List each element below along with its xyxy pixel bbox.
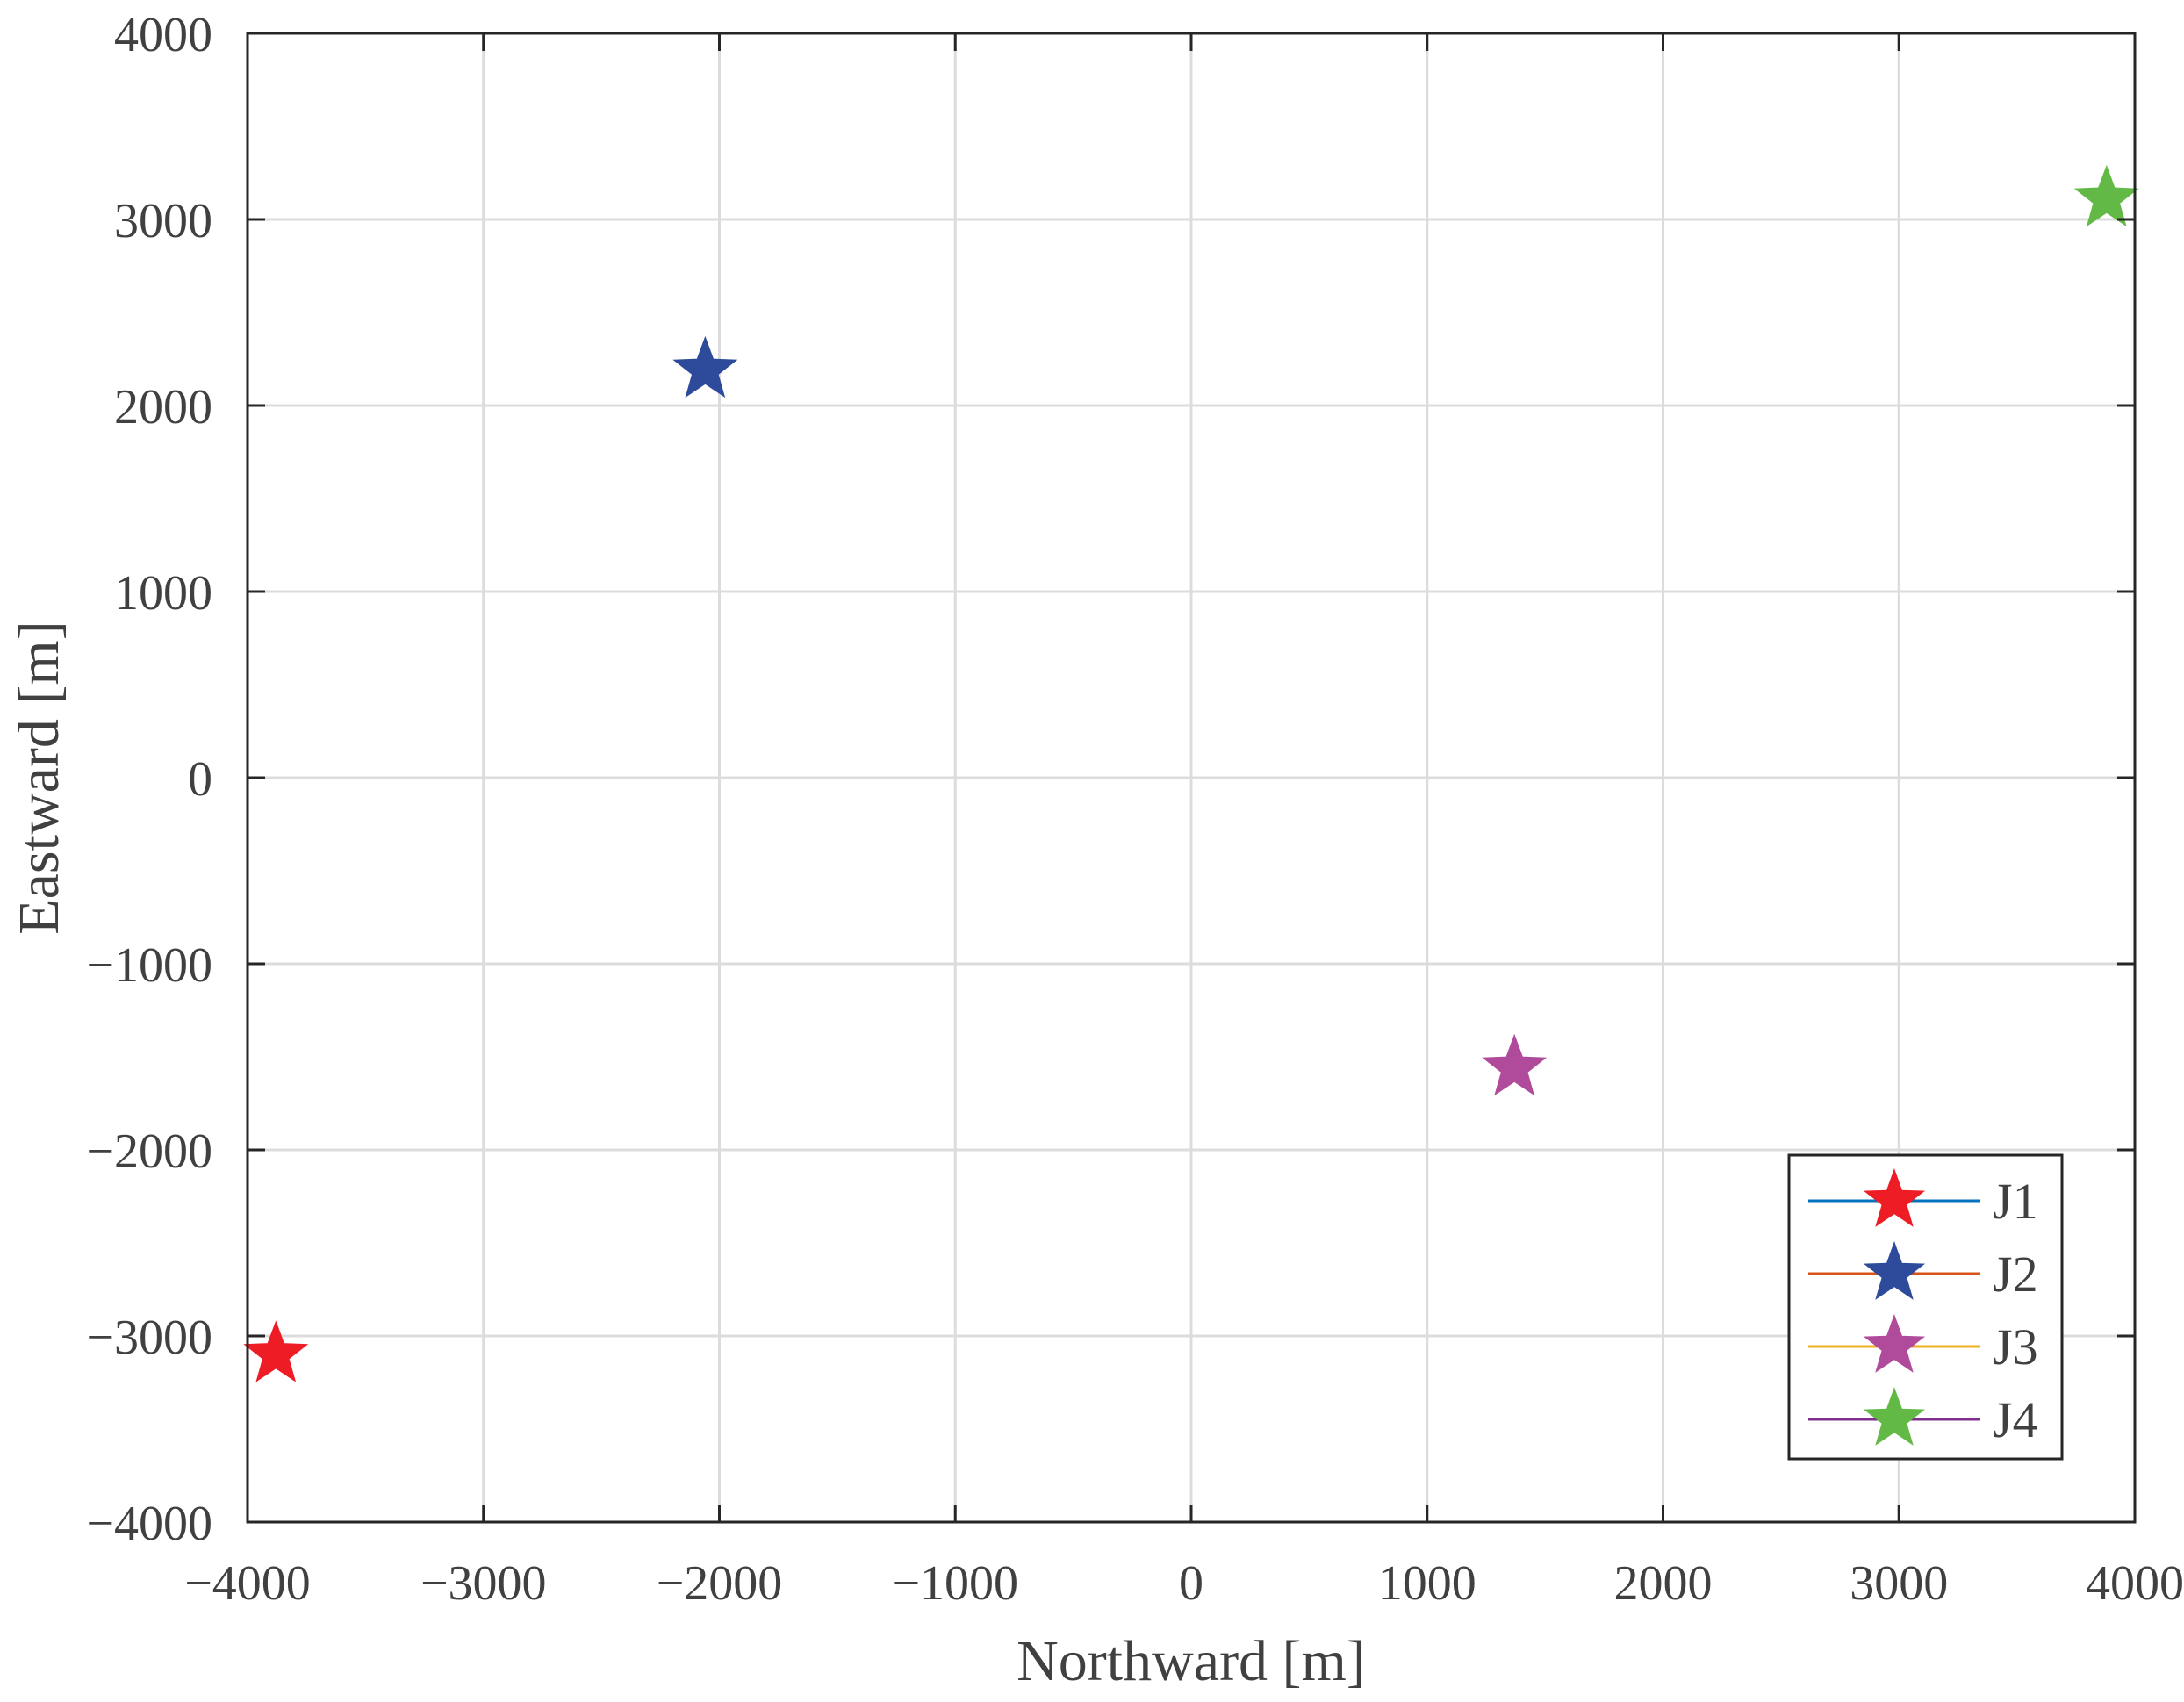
- legend-marker-j3: [1863, 1314, 1926, 1373]
- x-tick-label: −1000: [892, 1556, 1018, 1611]
- y-tick-label: 0: [188, 752, 212, 807]
- x-tick-label: −4000: [184, 1556, 311, 1611]
- y-tick-label: −2000: [86, 1124, 212, 1179]
- y-tick-label: −1000: [86, 938, 212, 993]
- x-tick-label: 2000: [1614, 1556, 1713, 1611]
- y-tick-label: 1000: [114, 566, 212, 621]
- y-tick-label: 2000: [114, 380, 212, 434]
- y-tick-label: −4000: [86, 1497, 212, 1551]
- y-axis-label: Eastward [m]: [7, 621, 71, 934]
- tick-marks: [246, 32, 2137, 1524]
- data-markers: [243, 164, 2139, 1382]
- x-tick-label: −3000: [420, 1556, 547, 1611]
- y-tick-labels: −4000 −3000 −2000 −1000 0 1000 2000 3000 4000: [86, 8, 212, 1551]
- legend-marker-j2: [1863, 1241, 1926, 1300]
- x-tick-label: 4000: [2086, 1556, 2184, 1611]
- legend-label-j4: J4: [1993, 1391, 2038, 1448]
- data-point-j3: [1482, 1033, 1548, 1096]
- legend-marker-j1: [1863, 1168, 1926, 1227]
- x-tick-labels: −4000 −3000 −2000 −1000 0 1000 2000 3000 4000: [184, 1556, 2184, 1611]
- x-tick-label: −2000: [657, 1556, 783, 1611]
- grid-lines: [248, 33, 2135, 1522]
- legend-label-j3: J3: [1993, 1318, 2038, 1375]
- legend-marker-j4: [1863, 1387, 1926, 1446]
- legend: J1 J2 J3 J4: [1787, 1153, 2064, 1461]
- y-tick-label: −3000: [86, 1311, 212, 1365]
- legend-label-j1: J1: [1993, 1173, 2038, 1230]
- data-point-j2: [672, 335, 738, 399]
- data-point-j4: [2073, 164, 2139, 227]
- x-tick-label: 1000: [1378, 1556, 1476, 1611]
- legend-label-j2: J2: [1993, 1246, 2038, 1303]
- x-axis-label: Northward [m]: [1017, 1629, 1366, 1693]
- y-tick-label: 4000: [114, 8, 212, 62]
- legend-box: [1787, 1153, 2064, 1461]
- data-point-j1: [243, 1320, 309, 1382]
- y-tick-label: 3000: [114, 194, 212, 248]
- x-tick-label: 3000: [1850, 1556, 1948, 1611]
- x-tick-label: 0: [1179, 1556, 1203, 1611]
